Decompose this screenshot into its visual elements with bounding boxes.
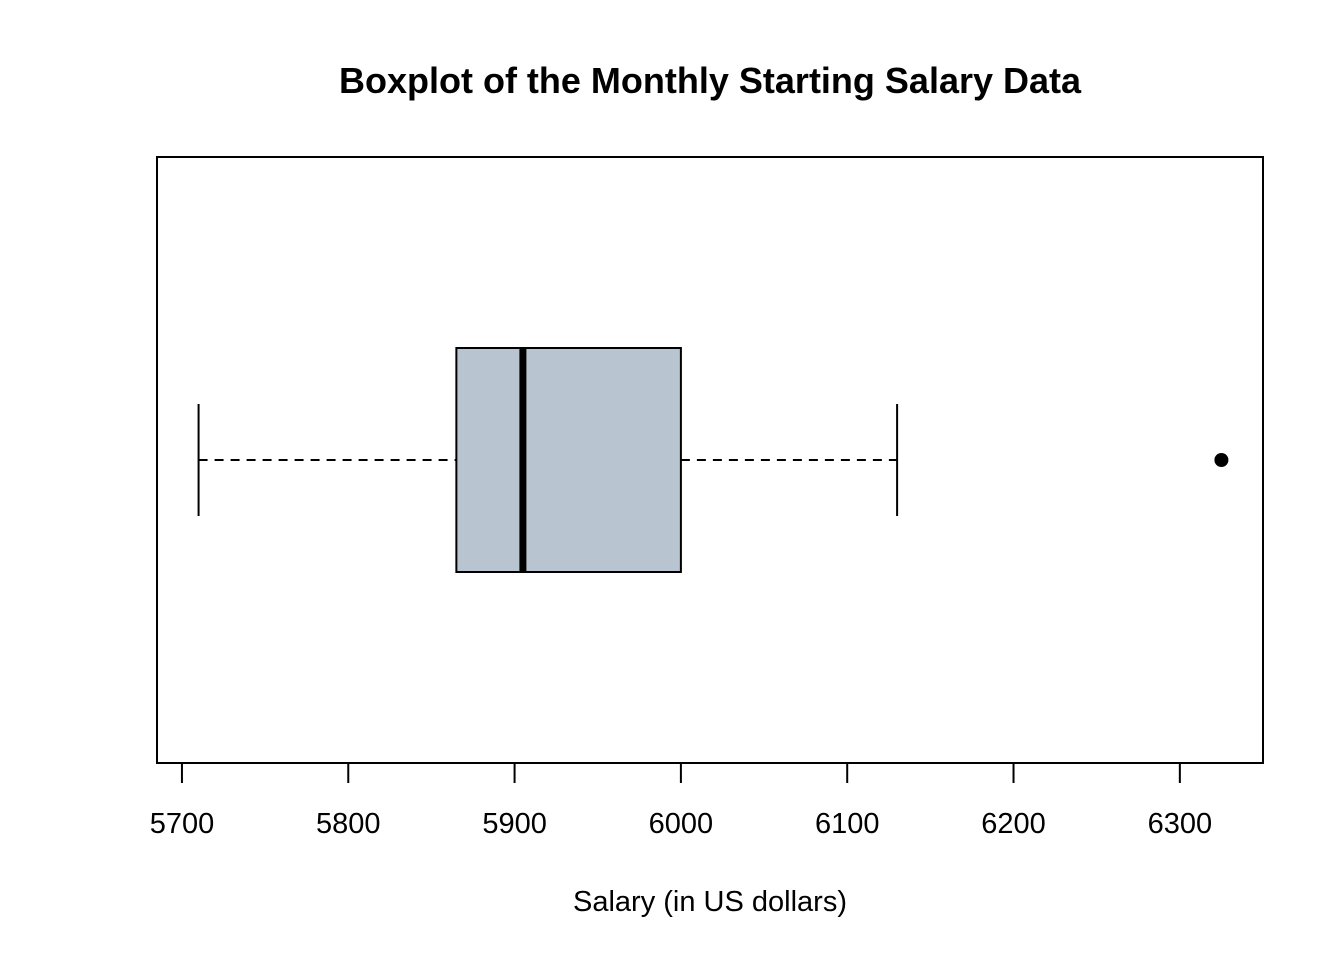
- x-tick-label: 5900: [482, 808, 547, 840]
- chart-title: Boxplot of the Monthly Starting Salary D…: [339, 60, 1082, 101]
- x-axis-label: Salary (in US dollars): [573, 886, 847, 918]
- x-tick-label: 6100: [815, 808, 880, 840]
- x-tick-label: 6300: [1148, 808, 1213, 840]
- x-tick-label: 6000: [649, 808, 714, 840]
- outlier-point: [1214, 453, 1229, 467]
- plot-frame: [156, 156, 1264, 764]
- x-tick-label: 5800: [316, 808, 381, 840]
- boxplot-marks: [197, 347, 1229, 573]
- x-tick-label: 6200: [981, 808, 1046, 840]
- x-tick-label: 5700: [150, 808, 215, 840]
- iqr-box: [455, 347, 682, 573]
- x-axis: 5700 5800 5900 6000 6100 6200 6300: [150, 762, 1213, 840]
